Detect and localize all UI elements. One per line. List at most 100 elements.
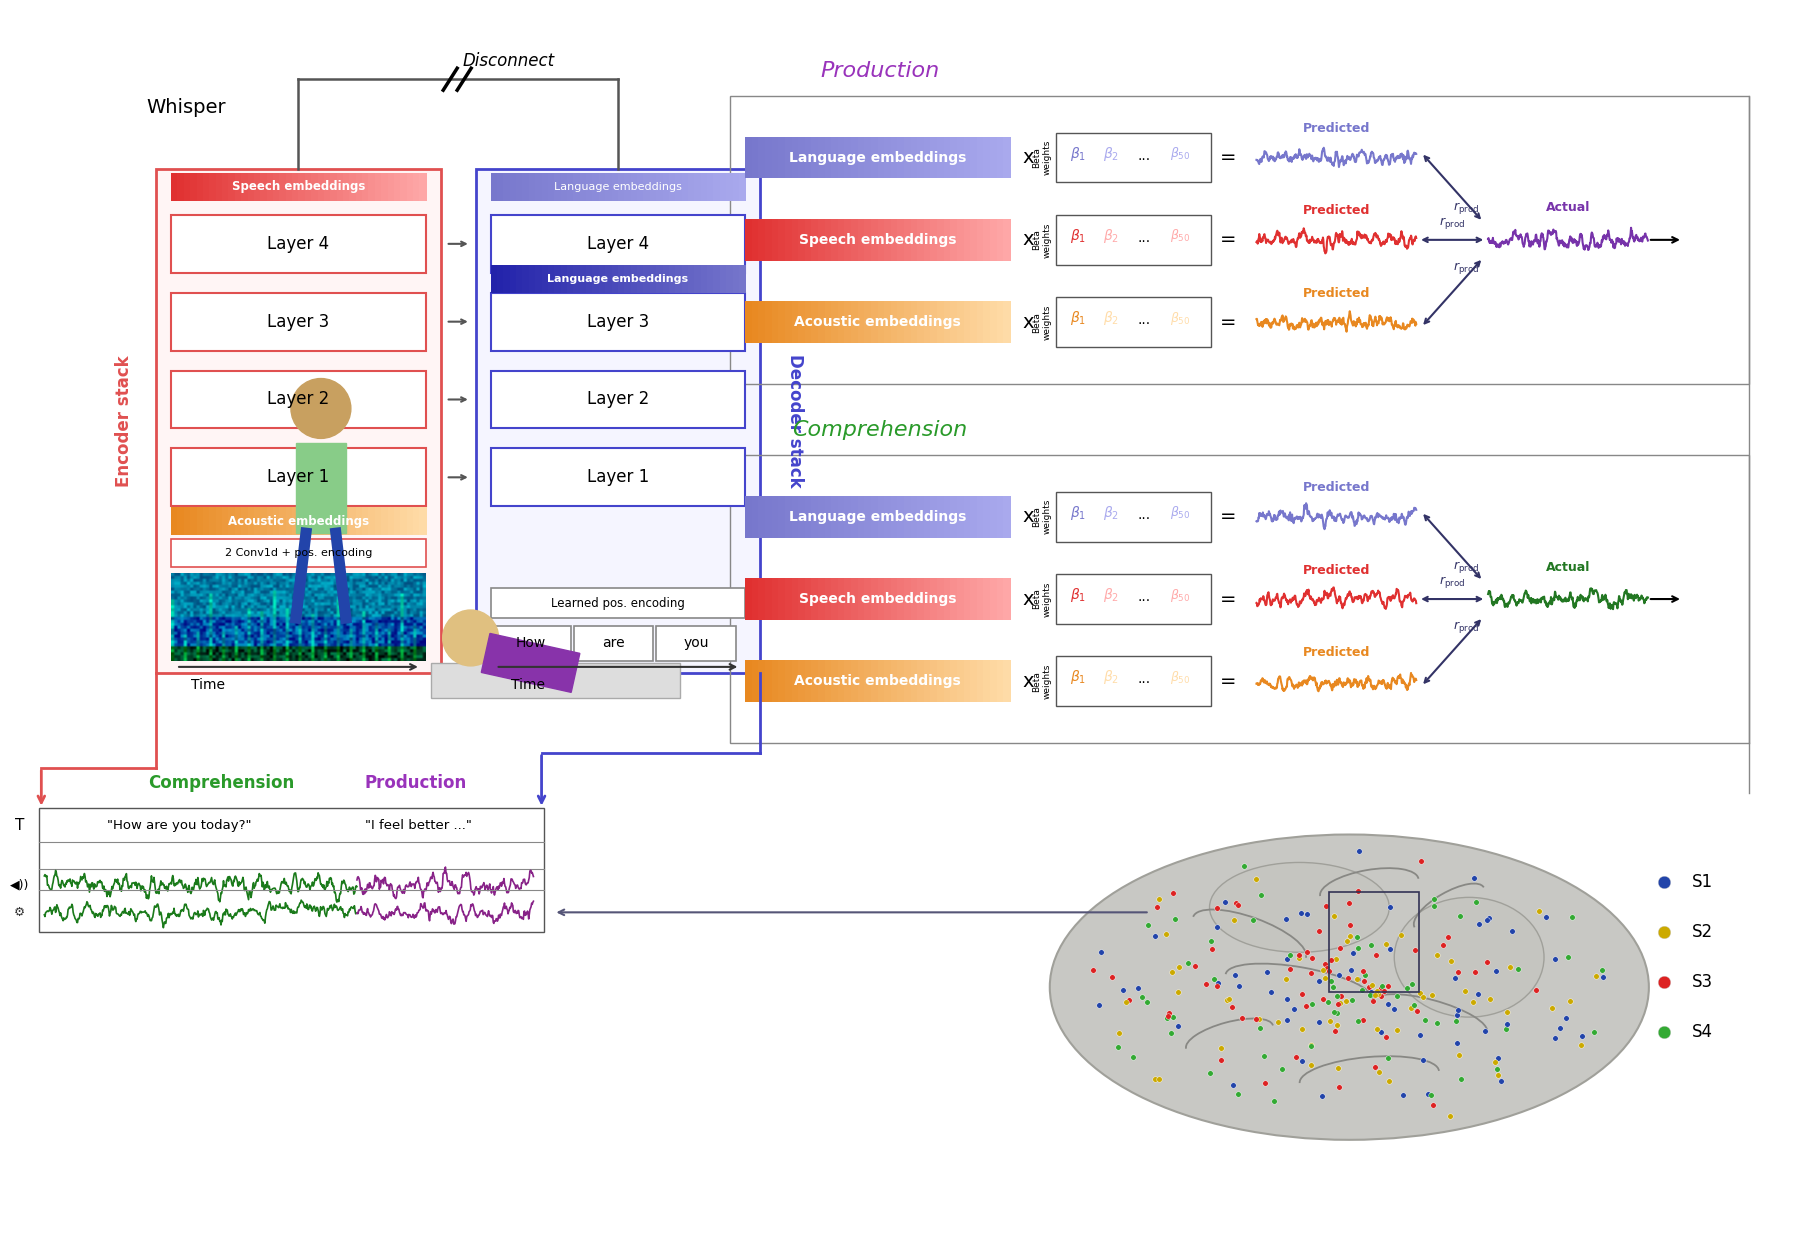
Bar <box>387 173 395 201</box>
Bar <box>260 508 267 535</box>
Bar <box>871 495 878 537</box>
Text: $r_{\rm prod}$: $r_{\rm prod}$ <box>1453 199 1480 215</box>
Bar <box>682 173 689 201</box>
Bar <box>765 219 773 261</box>
Bar <box>222 173 229 201</box>
Bar <box>765 301 773 343</box>
Circle shape <box>444 610 498 666</box>
Bar <box>918 495 925 537</box>
Bar <box>191 508 198 535</box>
Bar <box>298 508 305 535</box>
Bar <box>529 173 536 201</box>
Bar <box>996 219 1004 261</box>
Bar <box>858 301 865 343</box>
Bar <box>851 136 858 178</box>
Bar <box>971 136 978 178</box>
Text: Whisper: Whisper <box>145 98 225 116</box>
Bar <box>318 508 325 535</box>
Text: x: x <box>1022 230 1034 249</box>
Bar <box>805 660 813 702</box>
Ellipse shape <box>1049 834 1649 1140</box>
Bar <box>825 136 833 178</box>
Bar <box>851 660 858 702</box>
Bar <box>805 578 813 620</box>
Bar <box>516 173 524 201</box>
Bar <box>707 173 714 201</box>
Text: x: x <box>1022 672 1034 691</box>
Bar <box>898 219 905 261</box>
Bar <box>516 265 524 292</box>
Bar <box>605 265 613 292</box>
Bar <box>805 136 813 178</box>
Bar <box>235 508 242 535</box>
Text: "I feel better ...": "I feel better ..." <box>365 820 473 832</box>
Bar <box>720 173 727 201</box>
Bar <box>991 495 998 537</box>
Text: x: x <box>1022 508 1034 526</box>
Bar <box>369 173 376 201</box>
Bar <box>984 495 991 537</box>
Bar <box>229 508 236 535</box>
Bar <box>598 265 605 292</box>
Text: $\beta_{50}$: $\beta_{50}$ <box>1171 669 1191 686</box>
Text: Actual: Actual <box>1545 561 1591 573</box>
Bar <box>984 136 991 178</box>
Bar <box>911 495 918 537</box>
Bar <box>713 173 720 201</box>
Bar <box>964 578 971 620</box>
Text: ◀)): ◀)) <box>9 879 29 891</box>
Bar <box>951 660 958 702</box>
Text: =: = <box>1220 589 1236 609</box>
Bar <box>247 508 255 535</box>
Text: Predicted: Predicted <box>1304 123 1371 135</box>
Bar <box>598 173 605 201</box>
Bar <box>171 215 425 272</box>
Text: S3: S3 <box>1693 973 1713 992</box>
Bar <box>745 301 753 343</box>
Bar <box>649 265 656 292</box>
Text: Time: Time <box>191 678 225 692</box>
Bar <box>753 495 760 537</box>
Bar <box>758 219 765 261</box>
Bar <box>534 265 542 292</box>
Bar <box>413 508 420 535</box>
Bar <box>395 173 402 201</box>
Bar <box>891 495 898 537</box>
Text: Predicted: Predicted <box>1304 646 1371 659</box>
Bar <box>491 292 745 350</box>
Bar <box>491 173 498 201</box>
Bar <box>818 578 825 620</box>
Text: Beta
weights: Beta weights <box>1033 140 1051 176</box>
Bar <box>858 660 865 702</box>
Bar <box>971 301 978 343</box>
Bar <box>898 660 905 702</box>
Bar <box>196 173 204 201</box>
Bar <box>682 265 689 292</box>
Bar <box>280 173 287 201</box>
Bar <box>669 265 676 292</box>
Text: Beta
weights: Beta weights <box>1033 664 1051 699</box>
Bar <box>771 660 780 702</box>
Bar <box>984 219 991 261</box>
Bar <box>700 173 707 201</box>
Text: $\beta_1$: $\beta_1$ <box>1069 310 1085 327</box>
Bar <box>731 456 1749 743</box>
Bar <box>805 495 813 537</box>
Bar <box>542 173 549 201</box>
Bar <box>491 626 571 661</box>
Bar <box>529 265 536 292</box>
Bar <box>771 301 780 343</box>
Bar <box>884 219 893 261</box>
Bar <box>375 508 382 535</box>
Bar <box>1329 893 1420 992</box>
Text: $\beta_2$: $\beta_2$ <box>1104 310 1118 327</box>
Bar <box>293 508 300 535</box>
Bar <box>891 136 898 178</box>
Bar <box>573 173 580 201</box>
Bar <box>838 495 845 537</box>
Bar <box>1004 136 1011 178</box>
Text: Layer 2: Layer 2 <box>267 390 329 409</box>
Text: $\beta_2$: $\beta_2$ <box>1104 504 1118 521</box>
Text: $\beta_2$: $\beta_2$ <box>1104 669 1118 686</box>
Bar <box>964 136 971 178</box>
